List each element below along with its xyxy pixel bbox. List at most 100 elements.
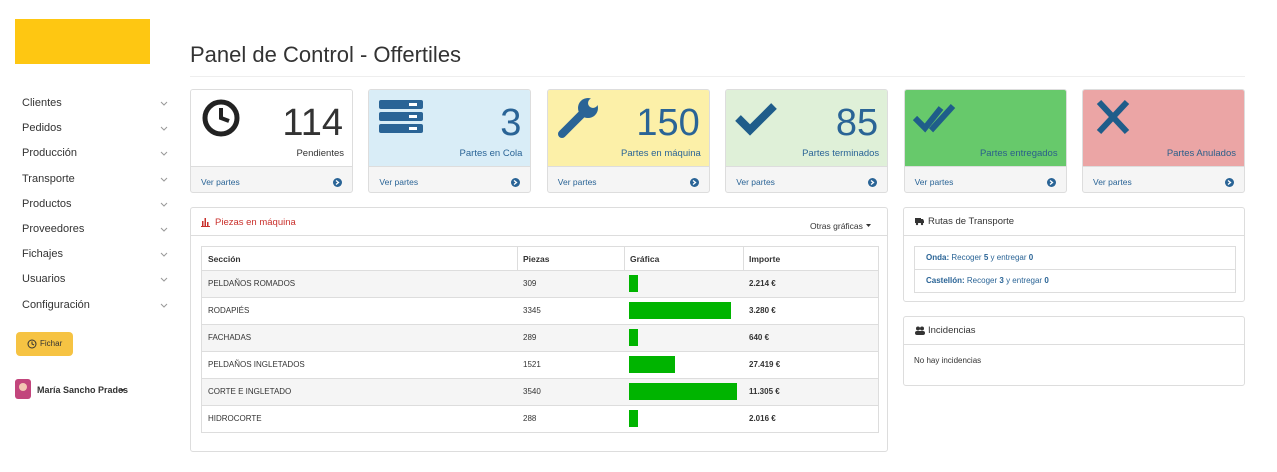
chevron — [160, 101, 168, 106]
menu-item[interactable]: Fichajes — [22, 248, 63, 261]
card-body: 3 Partes en Cola — [369, 90, 531, 167]
menu-item[interactable]: Proveedores — [22, 223, 85, 235]
table: Sección Piezas Gráfica Importe PELDAÑOS ROMA… — [201, 246, 879, 433]
bar — [629, 329, 638, 346]
cell-pieces: 289 — [523, 333, 537, 342]
card-link[interactable]: Ver partes — [379, 177, 419, 187]
panel-title: Rutas de Transporte — [928, 216, 1015, 227]
card-link[interactable]: Ver partes — [557, 177, 597, 187]
fichar-button[interactable]: Fichar — [16, 332, 73, 356]
cell-section: RODAPIÉS — [208, 306, 250, 315]
card-icon — [557, 98, 598, 138]
bar — [629, 275, 639, 292]
panel-header-line — [904, 235, 1244, 236]
route-pickup_text: Recoger — [966, 275, 998, 285]
chevron — [160, 278, 168, 283]
card-body: 150 Partes en máquina — [547, 90, 709, 167]
caret — [120, 389, 125, 392]
card-icon — [912, 103, 955, 133]
route-deliver_text: y entregar — [1006, 275, 1043, 285]
card-label: Partes en máquina — [621, 148, 701, 159]
bar — [629, 410, 638, 427]
status-card: 3 Partes en Cola Ver partes — [368, 89, 532, 193]
avatar — [15, 379, 31, 399]
cell-amount: 2.214 € — [749, 279, 776, 288]
status-card: 114 Pendientes Ver partes — [190, 89, 353, 193]
status-card: Partes entregados Ver partes — [903, 89, 1067, 193]
row — [202, 297, 878, 324]
card-icon — [1096, 99, 1130, 135]
route-item[interactable]: Onda: Recoger 5 y entregar 0 — [914, 246, 1236, 270]
cell-section: FACHADAS — [208, 333, 252, 342]
menu-item[interactable]: Productos — [22, 197, 72, 210]
panel-title: Incidencias — [928, 325, 976, 336]
cell-pieces: 3540 — [523, 387, 541, 396]
page-title: Panel de Control - Offertiles — [190, 42, 462, 67]
card-value: 3 — [500, 102, 522, 144]
route-item[interactable]: Castellón: Recoger 3 y entregar 0 — [914, 269, 1236, 293]
route-pickup: 3 — [999, 275, 1004, 285]
row — [202, 270, 878, 297]
card-value: 150 — [636, 102, 700, 144]
user-name[interactable]: María Sancho Prades — [37, 385, 129, 395]
card-body: 114 Pendientes — [191, 90, 352, 167]
menu-item[interactable]: Transporte — [22, 172, 75, 185]
arrow-icon — [1225, 178, 1234, 187]
card-label: Partes en Cola — [459, 148, 523, 159]
card-body: Partes entregados — [904, 90, 1066, 167]
card-link[interactable]: Ver partes — [1093, 177, 1132, 187]
chevron — [160, 227, 168, 232]
card-icon — [379, 100, 424, 133]
truck-icon — [915, 218, 924, 226]
cell-pieces: 288 — [523, 414, 537, 423]
arrow-icon — [689, 178, 699, 187]
column-header: Piezas — [523, 254, 550, 264]
chevron — [160, 252, 168, 257]
card-label: Partes entregados — [979, 148, 1058, 159]
chart-icon — [201, 218, 210, 227]
cell-amount: 11.305 € — [749, 387, 780, 396]
card-link[interactable]: Ver partes — [736, 177, 775, 187]
card-label: Pendientes — [296, 148, 344, 159]
dropdown[interactable]: Otras gráficas — [810, 221, 863, 231]
menu-item[interactable]: Configuración — [22, 298, 90, 311]
button-label: Fichar — [40, 339, 63, 348]
menu-item[interactable]: Usuarios — [22, 273, 66, 286]
card-label: Partes Anulados — [1166, 148, 1236, 159]
card-body: Partes Anulados — [1083, 90, 1244, 167]
bar — [629, 383, 737, 400]
cell-pieces: 3345 — [523, 306, 541, 315]
cell-section: CORTE E INGLETADO — [208, 387, 292, 396]
card-link[interactable]: Ver partes — [201, 177, 240, 187]
column-header: Sección — [208, 254, 241, 264]
arrow-icon — [511, 178, 521, 187]
cell-amount: 27.419 € — [749, 360, 781, 369]
route-pickup: 5 — [983, 253, 989, 262]
chevron — [160, 177, 168, 182]
card-value: 114 — [282, 102, 343, 144]
divider — [190, 76, 1245, 77]
card-body: 85 Partes terminados — [726, 90, 888, 167]
menu-item[interactable]: Clientes — [22, 97, 62, 109]
cell-pieces: 309 — [523, 279, 537, 288]
cell-amount: 640 € — [749, 333, 770, 342]
chevron — [160, 202, 168, 207]
card-link[interactable]: Ver partes — [914, 177, 954, 187]
chevron — [160, 126, 168, 131]
row — [202, 324, 878, 351]
menu-item[interactable]: Pedidos — [22, 122, 62, 135]
row — [202, 405, 878, 432]
card-label: Partes terminados — [802, 148, 880, 159]
pieces-panel: Piezas en máquina Otras gráficas Sección Pi… — [190, 207, 888, 452]
menu-item[interactable]: Producción — [22, 147, 78, 160]
cell-pieces: 1521 — [523, 360, 541, 369]
cell-section: PELDAÑOS INGLETADOS — [208, 360, 305, 369]
cell-amount: 3.280 € — [749, 306, 776, 315]
status-card: Partes Anulados Ver partes — [1082, 89, 1245, 193]
panel-message: No hay incidencias — [914, 356, 982, 365]
route-place: Castellón: — [926, 275, 965, 285]
arrow-icon — [868, 178, 878, 187]
card-icon — [202, 99, 240, 137]
route-place: Onda: — [926, 253, 950, 262]
